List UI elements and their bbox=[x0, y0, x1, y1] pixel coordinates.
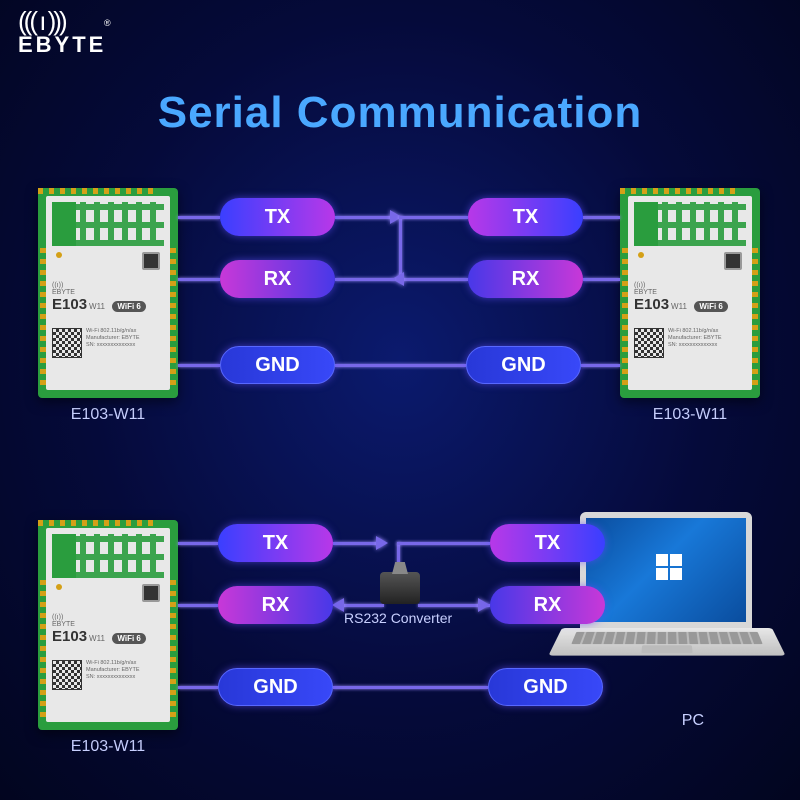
module-model: E103 bbox=[52, 296, 87, 313]
pill-gnd: GND bbox=[488, 668, 603, 706]
wifi6-badge: WiFi 6 bbox=[112, 301, 145, 312]
module-left-2: ((ı))EBYTE E103W11 WiFi 6 Wi-Fi 802.11b/… bbox=[38, 520, 178, 756]
pill-gnd: GND bbox=[220, 346, 335, 384]
brand-logo: ((( ı ))) ® EBYTE bbox=[18, 12, 106, 58]
module-caption: E103-W11 bbox=[38, 406, 178, 424]
converter-label: RS232 Converter bbox=[344, 610, 452, 626]
pill-rx: RX bbox=[490, 586, 605, 624]
module-right: ((ı))EBYTE E103W11 WiFi 6 Wi-Fi 802.11b/… bbox=[620, 188, 760, 424]
pill-rx: RX bbox=[468, 260, 583, 298]
windows-icon bbox=[656, 554, 682, 580]
diagram-module-to-module: ((ı))EBYTE E103W11 WiFi 6 Wi-Fi 802.11b/… bbox=[0, 188, 800, 448]
pill-tx: TX bbox=[220, 198, 335, 236]
pill-rx: RX bbox=[218, 586, 333, 624]
pill-rx: RX bbox=[220, 260, 335, 298]
pill-gnd: GND bbox=[466, 346, 581, 384]
antenna-icon: ((( ı ))) bbox=[18, 12, 106, 30]
pc-caption: PC bbox=[682, 712, 704, 730]
module-left: ((ı))EBYTE E103W11 WiFi 6 Wi-Fi 802.11b/… bbox=[38, 188, 178, 424]
diagram-module-to-pc: ((ı))EBYTE E103W11 WiFi 6 Wi-Fi 802.11b/… bbox=[0, 520, 800, 780]
pill-tx: TX bbox=[468, 198, 583, 236]
page-title: Serial Communication bbox=[0, 88, 800, 138]
brand-name: EBYTE bbox=[18, 32, 106, 58]
rs232-converter-icon bbox=[380, 572, 420, 604]
pill-tx: TX bbox=[218, 524, 333, 562]
pill-tx: TX bbox=[490, 524, 605, 562]
pill-gnd: GND bbox=[218, 668, 333, 706]
registered-mark: ® bbox=[104, 18, 111, 28]
qr-icon bbox=[52, 328, 82, 358]
